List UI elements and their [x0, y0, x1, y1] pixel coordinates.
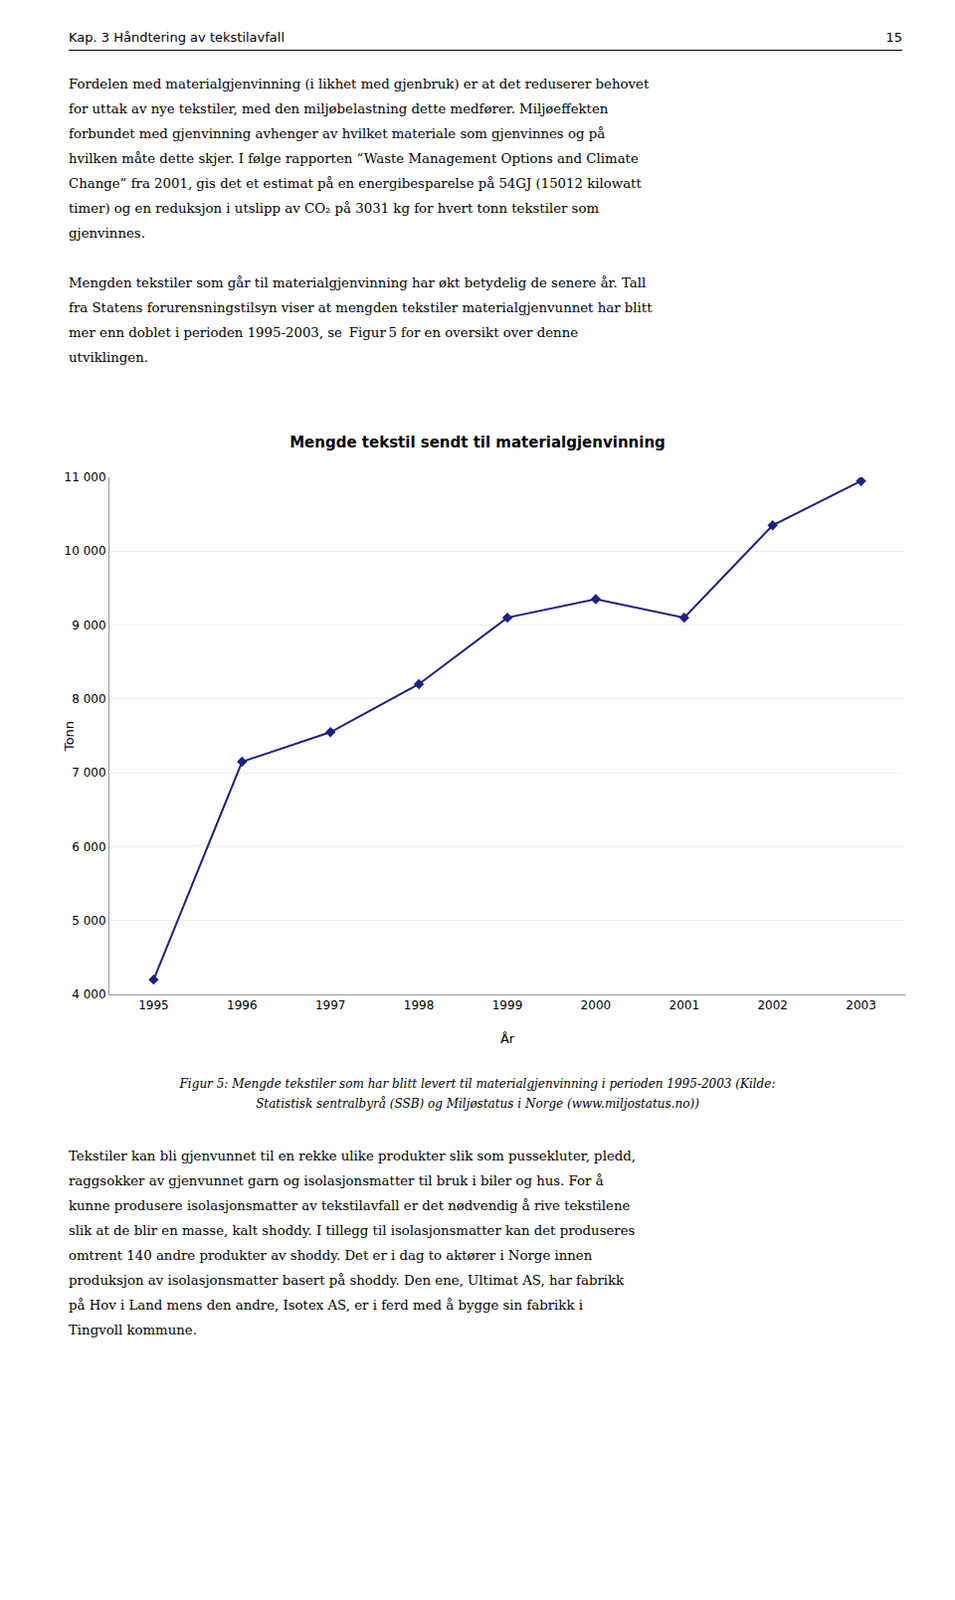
html-text:gjenvinnes.: gjenvinnes. [68, 225, 146, 241]
html-text:Figur 5: Mengde tekstiler som: Figur 5: Mengde tekstiler som har blitt … [179, 1077, 776, 1092]
svg-text:2001: 2001 [669, 998, 701, 1013]
html-text:produksjon av isolasjonsmatter: produksjon av isolasjonsmatter basert på… [68, 1273, 624, 1289]
html-text:på Hov i Land mens den andre,: på Hov i Land mens den andre, Isotex AS,… [68, 1298, 583, 1314]
html-text:utviklingen.: utviklingen. [68, 350, 149, 366]
svg-text:2002: 2002 [757, 998, 788, 1013]
html-text:Kap. 3 Håndtering av tekstilav: Kap. 3 Håndtering av tekstilavfall [68, 29, 285, 45]
svg-text:6 000: 6 000 [71, 840, 106, 855]
html-text:15: 15 [885, 29, 903, 45]
svg-text:1999: 1999 [492, 998, 524, 1013]
svg-text:2003: 2003 [845, 998, 877, 1013]
svg-text:10 000: 10 000 [64, 544, 107, 559]
svg-text:2000: 2000 [580, 998, 612, 1013]
html-text:omtrent 140 andre produkter av: omtrent 140 andre produkter av shoddy. D… [68, 1248, 593, 1264]
svg-text:11 000: 11 000 [64, 470, 107, 485]
svg-text:1998: 1998 [403, 998, 435, 1013]
svg-text:Mengde tekstil sendt til mater: Mengde tekstil sendt til materialgjenvin… [289, 433, 666, 452]
svg-text:1996: 1996 [226, 998, 258, 1013]
svg-text:Tonn: Tonn [61, 721, 77, 753]
svg-text:5 000: 5 000 [71, 914, 106, 929]
svg-text:9 000: 9 000 [71, 618, 106, 633]
html-text:Fordelen med materialgjenvinni: Fordelen med materialgjenvinning (i likh… [68, 76, 649, 92]
html-text:Mengden tekstiler som går til: Mengden tekstiler som går til materialgj… [68, 275, 646, 291]
html-text:fra Statens forurensningstilsy: fra Statens forurensningstilsyn viser at… [68, 300, 653, 316]
html-text:Statistisk sentralbyrå (SSB) o: Statistisk sentralbyrå (SSB) og Miljøsta… [255, 1097, 700, 1112]
html-text:raggsokker av gjenvunnet garn: raggsokker av gjenvunnet garn og isolasj… [68, 1173, 604, 1189]
html-text:forbundet med gjenvinning avhe: forbundet med gjenvinning avhenger av hv… [68, 126, 605, 142]
html-text:timer) og en reduksjon i utsli: timer) og en reduksjon i utslipp av CO₂ … [68, 200, 599, 216]
html-text:kunne produsere isolasjonsmatt: kunne produsere isolasjonsmatter av teks… [68, 1198, 631, 1214]
svg-text:1997: 1997 [315, 998, 347, 1013]
svg-text:År: År [500, 1031, 516, 1047]
svg-text:7 000: 7 000 [71, 765, 106, 780]
html-text:hvilken måte dette skjer. I fø: hvilken måte dette skjer. I følge rappor… [68, 151, 639, 167]
html-text:mer enn doblet i perioden 1995: mer enn doblet i perioden 1995-2003, se … [68, 325, 579, 341]
svg-text:1995: 1995 [138, 998, 170, 1013]
svg-text:4 000: 4 000 [71, 987, 106, 1002]
html-text:Change” fra 2001, gis det et e: Change” fra 2001, gis det et estimat på … [68, 176, 642, 191]
svg-text:8 000: 8 000 [71, 692, 106, 707]
html-text:Tekstiler kan bli gjenvunnet t: Tekstiler kan bli gjenvunnet til en rekk… [68, 1148, 636, 1164]
html-text:Tingvoll kommune.: Tingvoll kommune. [68, 1323, 197, 1338]
html-text:slik at de blir en masse, kalt: slik at de blir en masse, kalt shoddy. I… [68, 1223, 636, 1239]
html-text:for uttak av nye tekstiler, me: for uttak av nye tekstiler, med den milj… [68, 101, 609, 117]
